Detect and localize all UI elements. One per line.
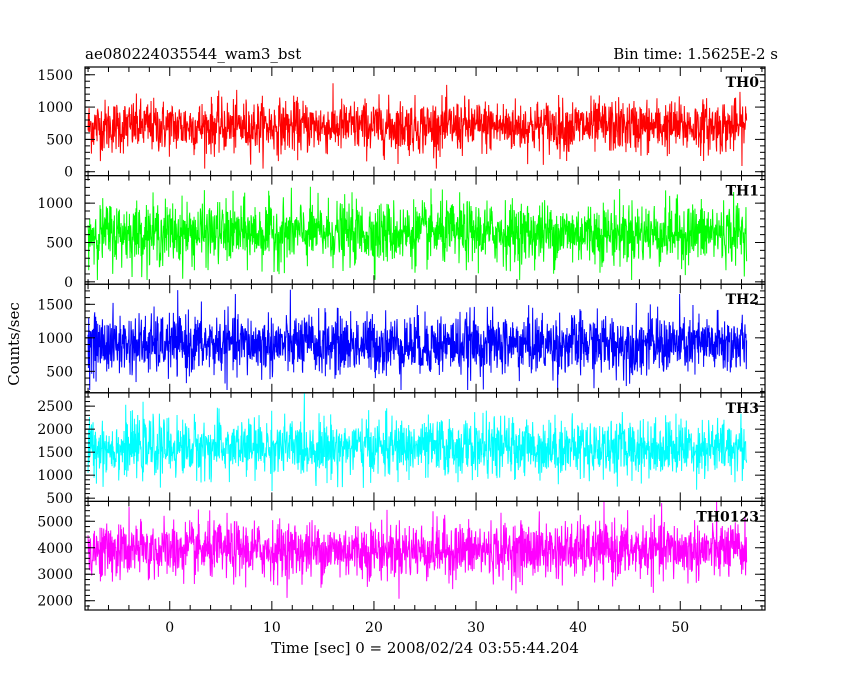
- panel-label-th0123: TH0123: [696, 509, 759, 525]
- y-tick-label: 2000: [37, 594, 73, 610]
- y-axis-label: Counts/sec: [5, 302, 23, 386]
- y-tick-label: 1500: [37, 445, 73, 461]
- lightcurve-th3: [87, 392, 748, 491]
- lightcurve-th2: [87, 289, 748, 390]
- y-tick-label: 5000: [37, 514, 73, 530]
- y-tick-label: 4000: [37, 541, 73, 557]
- x-tick-label: 0: [165, 620, 174, 636]
- lightcurve-th1: [87, 186, 748, 280]
- x-tick-label: 20: [365, 620, 383, 636]
- y-tick-label: 500: [46, 132, 73, 148]
- x-tick-label: 10: [263, 620, 281, 636]
- y-tick-label: 500: [46, 491, 73, 507]
- y-tick-label: 2500: [37, 399, 73, 415]
- panel-label-th1: TH1: [726, 184, 759, 200]
- y-tick-label: 0: [64, 275, 73, 291]
- y-tick-label: 1000: [37, 468, 73, 484]
- y-tick-label: 3000: [37, 567, 73, 583]
- y-tick-label: 1000: [37, 331, 73, 347]
- lightcurve-th0: [87, 83, 748, 169]
- y-tick-label: 1500: [37, 297, 73, 313]
- lightcurve-th0123: [87, 501, 748, 599]
- y-tick-label: 500: [46, 364, 73, 380]
- plot-title: ae080224035544_wam3_bst: [85, 45, 301, 63]
- x-tick-label: 50: [671, 620, 689, 636]
- panel-label-th3: TH3: [726, 401, 759, 417]
- y-tick-label: 1000: [37, 100, 73, 116]
- panel-label-th0: TH0: [726, 75, 760, 91]
- x-tick-label: 40: [569, 620, 587, 636]
- x-axis-label: Time [sec] 0 = 2008/02/24 03:55:44.204: [271, 639, 579, 657]
- y-tick-label: 0: [64, 165, 73, 181]
- y-tick-label: 500: [46, 235, 73, 251]
- y-tick-label: 1500: [37, 68, 73, 84]
- bin-time-label: Bin time: 1.5625E-2 s: [613, 45, 778, 63]
- x-tick-label: 30: [467, 620, 485, 636]
- panel-label-th2: TH2: [726, 292, 759, 308]
- y-tick-label: 2000: [37, 422, 73, 438]
- panel-frame-th0123: [84, 500, 766, 611]
- y-tick-label: 1000: [37, 196, 73, 212]
